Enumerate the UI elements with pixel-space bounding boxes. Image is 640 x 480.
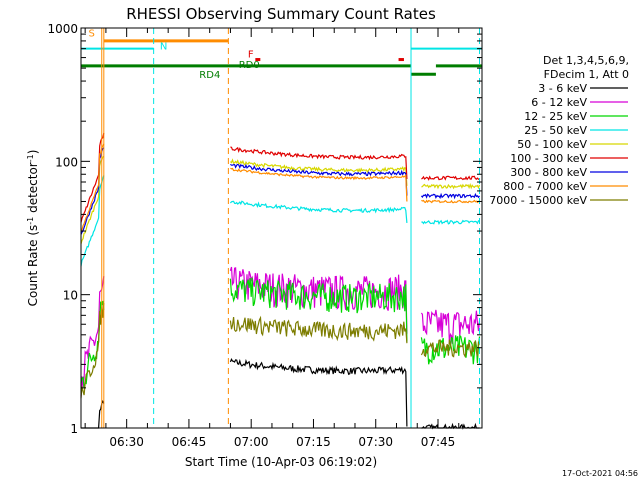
series-line-8 xyxy=(80,302,481,399)
chart-title: RHESSI Observing Summary Count Rates xyxy=(126,5,436,23)
series-line-5 xyxy=(80,132,480,223)
legend-label-4: 50 - 100 keV xyxy=(517,138,587,151)
x-tick-label-3: 07:15 xyxy=(296,435,331,449)
x-tick-label-4: 07:30 xyxy=(358,435,393,449)
generated-timestamp: 17-Oct-2021 04:56 xyxy=(562,469,638,478)
series-line-7 xyxy=(80,143,480,232)
observing-flags: S N F RD4 RD0 xyxy=(81,29,482,81)
y-tick-label-0: 1 xyxy=(70,422,78,436)
y-tick-label-2: 100 xyxy=(55,155,78,169)
flag-label-f: F xyxy=(248,50,254,61)
flag-label-rd0: RD0 xyxy=(239,60,260,71)
legend-label-3: 25 - 50 keV xyxy=(524,124,587,137)
x-axis-label: Start Time (10-Apr-03 06:19:02) xyxy=(185,455,377,469)
flag-label-n: N xyxy=(160,41,167,52)
x-tick-label-1: 06:45 xyxy=(172,435,207,449)
legend-header-line-2: FDecim 1, Att 0 xyxy=(544,68,629,81)
series-traces xyxy=(80,132,481,430)
x-tick-label-0: 06:30 xyxy=(109,435,144,449)
legend-label-8: 7000 - 15000 keV xyxy=(489,194,587,207)
legend-header-line-1: Det 1,3,4,5,6,9, xyxy=(543,54,629,67)
boundary-lines xyxy=(101,28,481,428)
series-line-0 xyxy=(81,357,480,430)
axis-ticks: 1 10 100 1000 06:30 06:45 07:00 07:15 07:30 07:45 xyxy=(47,22,482,449)
legend-label-0: 3 - 6 keV xyxy=(538,82,587,95)
series-line-6 xyxy=(80,147,480,235)
series-line-3 xyxy=(80,175,480,267)
legend-label-2: 12 - 25 keV xyxy=(524,110,587,123)
x-tick-label-5: 07:45 xyxy=(421,435,456,449)
x-tick-label-2: 07:00 xyxy=(234,435,269,449)
plot-frame xyxy=(80,27,483,429)
legend-label-1: 6 - 12 keV xyxy=(531,96,587,109)
y-tick-label-3: 1000 xyxy=(47,22,78,36)
legend-label-7: 800 - 7000 keV xyxy=(503,180,587,193)
y-axis-label: Count Rate (s-1 detector-1) xyxy=(26,150,41,307)
legend-label-5: 100 - 300 keV xyxy=(510,152,587,165)
series-line-4 xyxy=(80,155,481,244)
flag-label-rd4: RD4 xyxy=(199,70,220,81)
legend-label-6: 300 - 800 keV xyxy=(510,166,587,179)
legend: Det 1,3,4,5,6,9, FDecim 1, Att 0 3 - 6 k… xyxy=(489,54,629,207)
y-tick-label-1: 10 xyxy=(63,289,78,303)
flag-label-s: S xyxy=(88,29,94,40)
